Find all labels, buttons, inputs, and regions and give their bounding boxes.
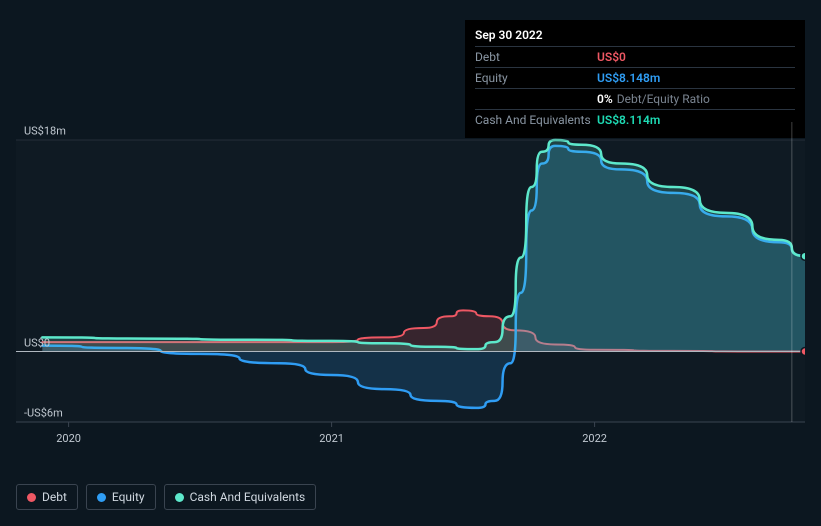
legend-label: Equity: [112, 490, 145, 504]
y-axis-label: US$18m: [24, 125, 66, 138]
x-axis-label: 2022: [582, 432, 607, 445]
chart-svg[interactable]: [16, 122, 805, 442]
legend-dot-icon: [97, 493, 106, 502]
legend-dot-icon: [175, 493, 184, 502]
tooltip-row-label: [475, 92, 597, 106]
tooltip-row-value: US$0: [597, 50, 626, 64]
x-axis-label: 2020: [56, 432, 81, 445]
legend-label: Cash And Equivalents: [190, 490, 306, 504]
legend: Debt Equity Cash And Equivalents: [16, 484, 316, 510]
tooltip-row-value: 0%Debt/Equity Ratio: [597, 92, 710, 106]
tooltip-row-value: US$8.148m: [597, 71, 660, 85]
legend-dot-icon: [27, 493, 36, 502]
tooltip-row-label: Debt: [475, 50, 597, 64]
tooltip-row: EquityUS$8.148m: [475, 67, 795, 88]
tooltip-row-label: Equity: [475, 71, 597, 85]
tooltip-date: Sep 30 2022: [475, 28, 795, 46]
y-axis-label: -US$6m: [24, 407, 63, 420]
tooltip-row: DebtUS$0: [475, 46, 795, 67]
tooltip-row: 0%Debt/Equity Ratio: [475, 88, 795, 109]
chart-container: US$18m US$0 -US$6m 2020 2021 2022: [16, 122, 805, 442]
legend-item[interactable]: Equity: [86, 484, 156, 510]
y-axis-label: US$0: [24, 336, 50, 349]
tooltip-row-suffix: Debt/Equity Ratio: [617, 92, 710, 106]
x-axis-label: 2021: [319, 432, 344, 445]
legend-label: Debt: [42, 490, 67, 504]
tooltip-panel: Sep 30 2022 DebtUS$0EquityUS$8.148m0%Deb…: [465, 20, 805, 138]
legend-item[interactable]: Cash And Equivalents: [164, 484, 317, 510]
legend-item[interactable]: Debt: [16, 484, 78, 510]
